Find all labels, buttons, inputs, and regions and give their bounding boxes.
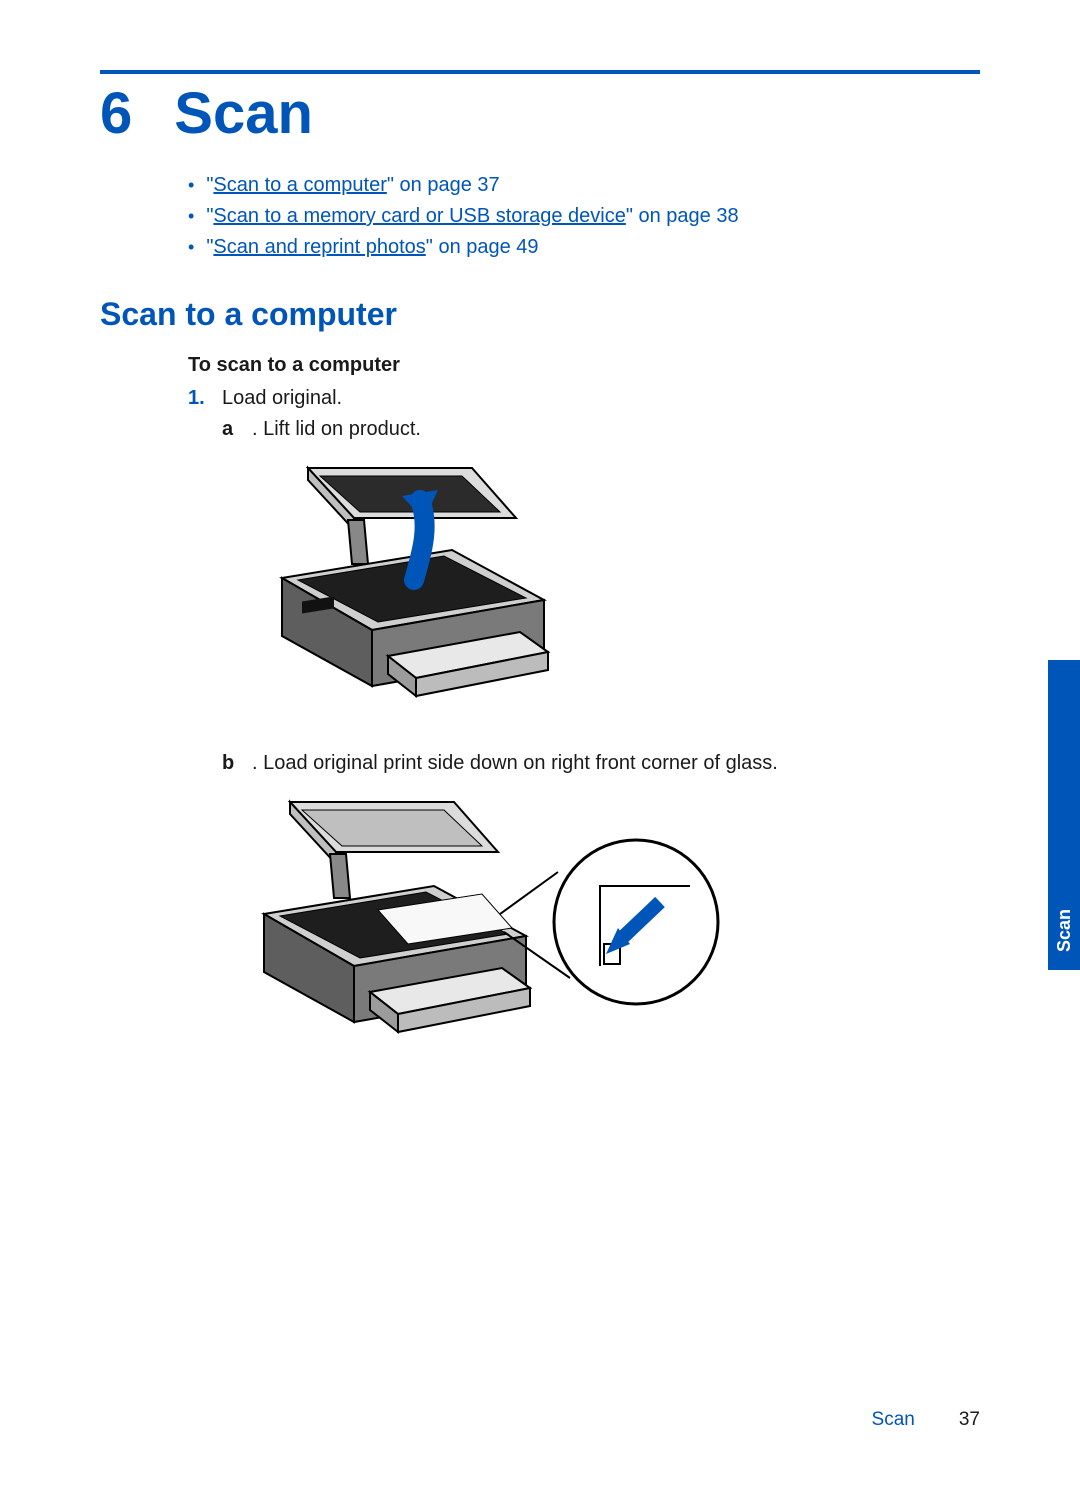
toc-item: • "Scan and reprint photos" on page 49: [188, 233, 980, 262]
footer-section: Scan: [872, 1409, 915, 1431]
substep-text: . Lift lid on product.: [252, 415, 421, 444]
toc-link[interactable]: Scan to a memory card or USB storage dev…: [213, 205, 625, 227]
toc-item: • "Scan to a memory card or USB storage …: [188, 202, 980, 231]
step-row: 1. Load original.: [188, 384, 980, 413]
step-number: 1.: [188, 384, 212, 413]
top-rule: [100, 70, 980, 74]
substep-row: b . Load original print side down on rig…: [222, 749, 980, 778]
toc-link[interactable]: Scan to a computer: [213, 174, 386, 196]
section-tab-label: Scan: [1054, 909, 1075, 952]
bullet-icon: •: [188, 203, 194, 229]
chapter-header: 6 Scan: [100, 80, 980, 147]
printer-lift-lid-icon: [248, 460, 558, 720]
toc-rest: " on page 49: [426, 236, 539, 258]
bullet-icon: •: [188, 234, 194, 260]
instructions: To scan to a computer 1. Load original. …: [188, 351, 980, 1093]
substep-letter: a: [222, 415, 242, 444]
chapter-title: Scan: [174, 80, 313, 147]
figure-lift-lid: [248, 460, 980, 729]
bullet-icon: •: [188, 172, 194, 198]
substep-text: . Load original print side down on right…: [252, 749, 778, 778]
toc-rest: " on page 37: [387, 174, 500, 196]
procedure-title: To scan to a computer: [188, 351, 980, 380]
page-footer: Scan 37: [872, 1409, 980, 1431]
toc-list: • "Scan to a computer" on page 37 • "Sca…: [188, 171, 980, 262]
section-tab: Scan: [1048, 660, 1080, 970]
toc-item: • "Scan to a computer" on page 37: [188, 171, 980, 200]
step-text: Load original.: [222, 384, 342, 413]
footer-page-number: 37: [959, 1409, 980, 1431]
toc-rest: " on page 38: [626, 205, 739, 227]
figure-load-original: [248, 794, 980, 1093]
substep-row: a . Lift lid on product.: [222, 415, 980, 444]
toc-link[interactable]: Scan and reprint photos: [213, 236, 425, 258]
chapter-number: 6: [100, 80, 132, 147]
printer-load-original-icon: [248, 794, 728, 1084]
section-title: Scan to a computer: [100, 296, 980, 333]
substep-letter: b: [222, 749, 242, 778]
